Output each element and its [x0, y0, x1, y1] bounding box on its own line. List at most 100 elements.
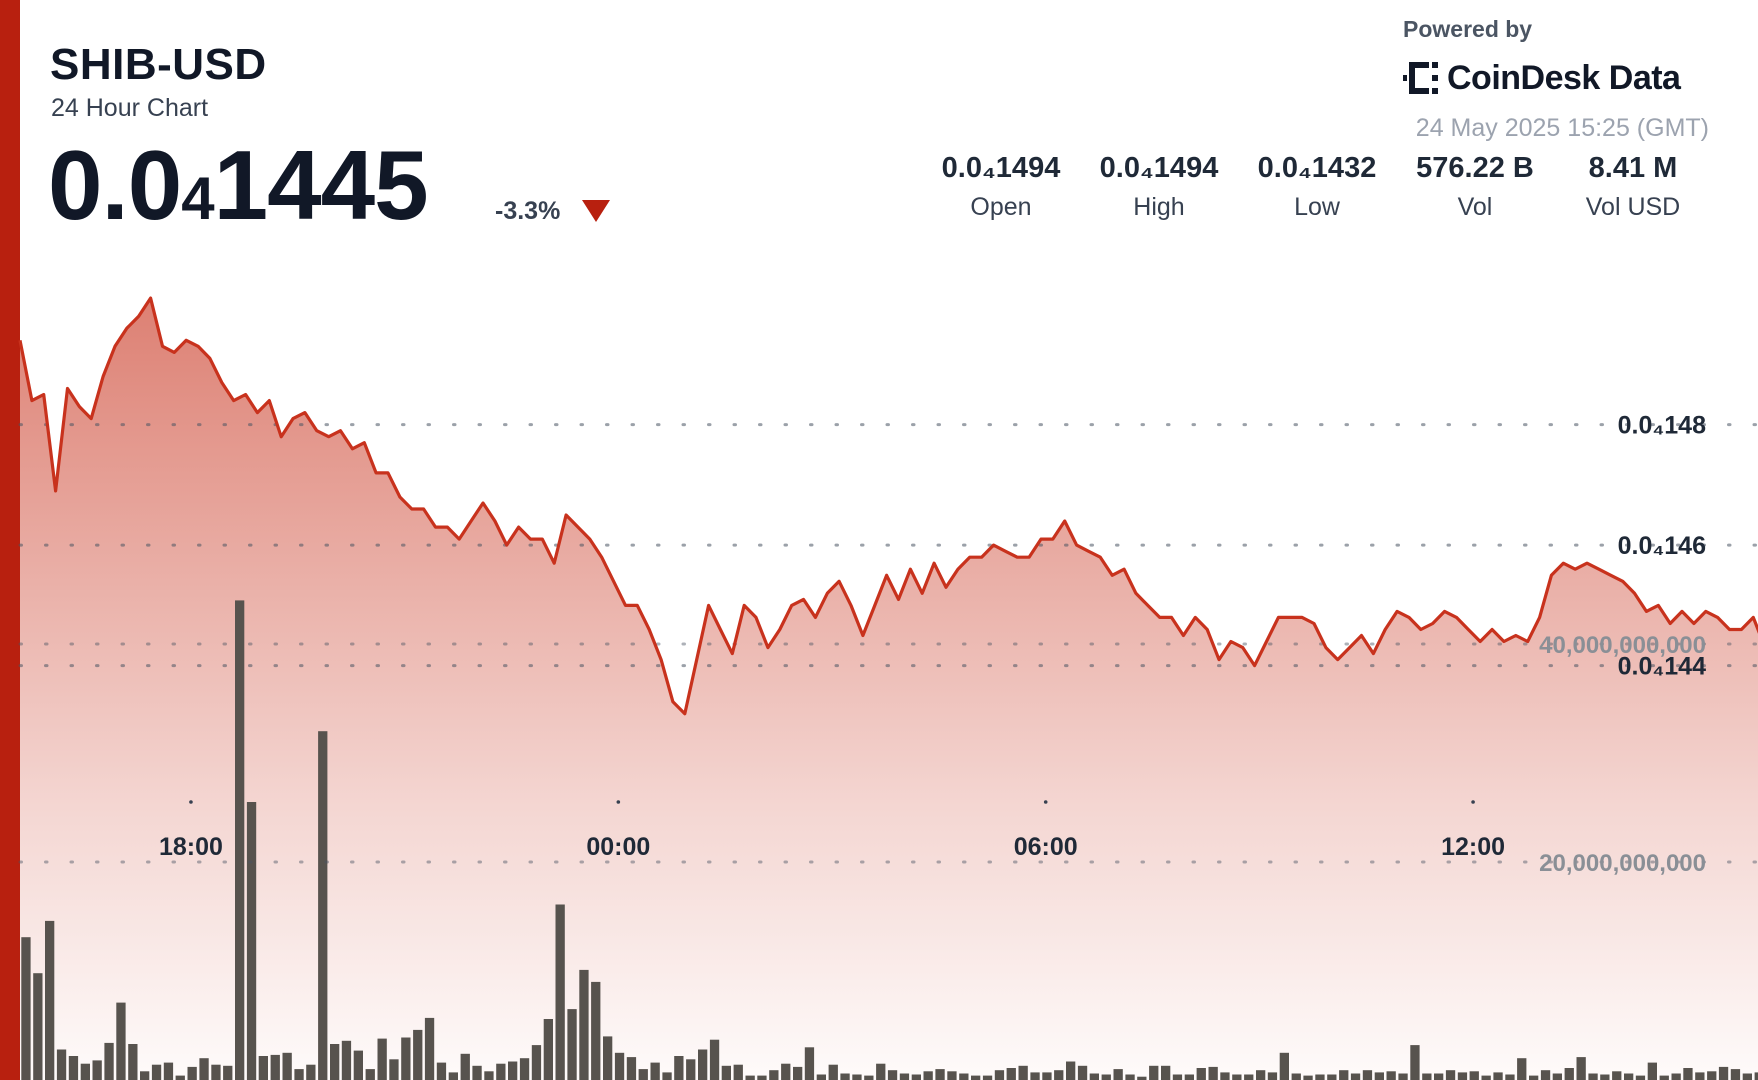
volume-bar — [828, 1064, 838, 1080]
volume-bar — [1101, 1074, 1111, 1080]
price-tick-label: 0.0₄148 — [1618, 412, 1706, 440]
volume-bar — [852, 1074, 862, 1080]
volume-bar — [947, 1071, 957, 1080]
volume-bar — [472, 1065, 482, 1080]
volume-bar — [341, 1040, 352, 1080]
volume-bar — [508, 1061, 518, 1080]
volume-bar — [33, 973, 43, 1080]
volume-bar — [187, 1066, 197, 1080]
volume-bar — [1493, 1072, 1503, 1080]
volume-bar — [923, 1071, 933, 1080]
volume-bar — [1042, 1072, 1052, 1080]
stat-value: 0.0₄1494 — [941, 152, 1061, 184]
volume-bar — [1410, 1045, 1420, 1080]
volume-bar — [674, 1056, 684, 1080]
volume-bar — [603, 1036, 613, 1080]
volume-bar — [1149, 1065, 1159, 1080]
price-zero-count: 4 — [181, 165, 214, 232]
stat-label: Vol — [1457, 193, 1493, 221]
volume-tick-label: 40,000,000,000 — [1539, 632, 1706, 659]
x-tick-mark — [189, 800, 193, 804]
volume-bar — [1339, 1070, 1349, 1080]
volume-bar — [1540, 1070, 1551, 1080]
brand-logo: CoinDesk Data — [1403, 58, 1681, 98]
volume-bar — [413, 1029, 423, 1080]
volume-bar — [709, 1039, 720, 1080]
volume-bar — [318, 731, 328, 1080]
brand-name: CoinDesk Data — [1447, 58, 1681, 97]
volume-bar — [614, 1052, 625, 1080]
volume-bar — [994, 1070, 1005, 1080]
volume-bar — [1707, 1071, 1717, 1080]
volume-bar — [579, 969, 589, 1080]
volume-bar — [1030, 1072, 1040, 1080]
volume-bar — [1695, 1072, 1705, 1080]
volume-bar — [1422, 1073, 1432, 1080]
volume-bar — [163, 1062, 174, 1080]
volume-bar — [211, 1064, 221, 1080]
volume-bar — [1754, 1072, 1758, 1080]
volume-bar — [1718, 1066, 1729, 1080]
chart-subtitle: 24 Hour Chart — [51, 94, 209, 122]
volume-bar — [982, 1075, 993, 1080]
volume-bar — [1350, 1073, 1361, 1080]
volume-bar — [1374, 1072, 1384, 1080]
volume-bar — [1671, 1073, 1681, 1080]
volume-bar — [80, 1063, 90, 1080]
volume-bar — [1481, 1075, 1491, 1080]
timestamp: 24 May 2025 15:25 (GMT) — [1415, 114, 1709, 142]
volume-bar — [1172, 1074, 1183, 1080]
volume-bar — [1635, 1075, 1646, 1080]
volume-bar — [223, 1065, 233, 1080]
volume-bar — [1624, 1073, 1634, 1080]
volume-bar — [935, 1069, 945, 1080]
volume-bar — [1089, 1073, 1099, 1080]
volume-bar — [1196, 1068, 1206, 1080]
volume-bar — [306, 1064, 316, 1080]
volume-bar — [650, 1062, 660, 1080]
volume-bar — [1612, 1071, 1622, 1080]
volume-bar — [543, 1019, 553, 1080]
volume-bar — [626, 1057, 637, 1080]
volume-bar — [116, 1002, 126, 1080]
volume-bar — [1137, 1076, 1147, 1080]
volume-bar — [389, 1059, 399, 1080]
stat-value: 0.0₄1432 — [1257, 152, 1377, 184]
volume-bar — [140, 1071, 150, 1080]
volume-bar — [887, 1070, 898, 1080]
volume-bar — [1256, 1070, 1266, 1080]
volume-bar — [519, 1058, 530, 1080]
volume-bar — [330, 1044, 340, 1080]
price-area — [20, 298, 1758, 1080]
volume-bar — [745, 1075, 755, 1080]
x-tick-mark — [616, 800, 621, 804]
volume-bar — [294, 1069, 304, 1080]
volume-bar — [282, 1052, 292, 1080]
volume-bar — [92, 1060, 102, 1080]
volume-bar — [401, 1037, 411, 1080]
stat-volume-usd: 8.41 M Vol USD — [1554, 152, 1712, 222]
volume-bar — [757, 1075, 767, 1080]
down-arrow-icon — [582, 200, 610, 222]
stat-value: 0.0₄1494 — [1099, 152, 1219, 184]
volume-bar — [1279, 1052, 1289, 1080]
stats-row: 0.0₄1494 Open 0.0₄1494 High 0.0₄1432 Low… — [922, 152, 1712, 222]
volume-bar — [270, 1054, 280, 1080]
volume-bar — [1552, 1073, 1562, 1080]
x-tick-mark — [1043, 800, 1048, 804]
volume-bar — [804, 1047, 815, 1080]
volume-bar — [567, 1009, 577, 1080]
volume-tick-label: 20,000,000,000 — [1539, 850, 1706, 877]
volume-bar — [1267, 1072, 1278, 1080]
stat-label: Vol USD — [1585, 193, 1681, 221]
volume-bar — [246, 802, 257, 1080]
volume-bar — [1327, 1074, 1337, 1080]
volume-bar — [1576, 1057, 1586, 1080]
volume-bar — [1184, 1074, 1194, 1080]
volume-bar — [128, 1044, 138, 1080]
x-tick-label: 18:00 — [159, 833, 223, 861]
stat-open: 0.0₄1494 Open — [922, 152, 1080, 222]
stat-high: 0.0₄1494 High — [1080, 152, 1238, 222]
stat-label: High — [1133, 193, 1185, 221]
volume-bar — [733, 1064, 743, 1080]
